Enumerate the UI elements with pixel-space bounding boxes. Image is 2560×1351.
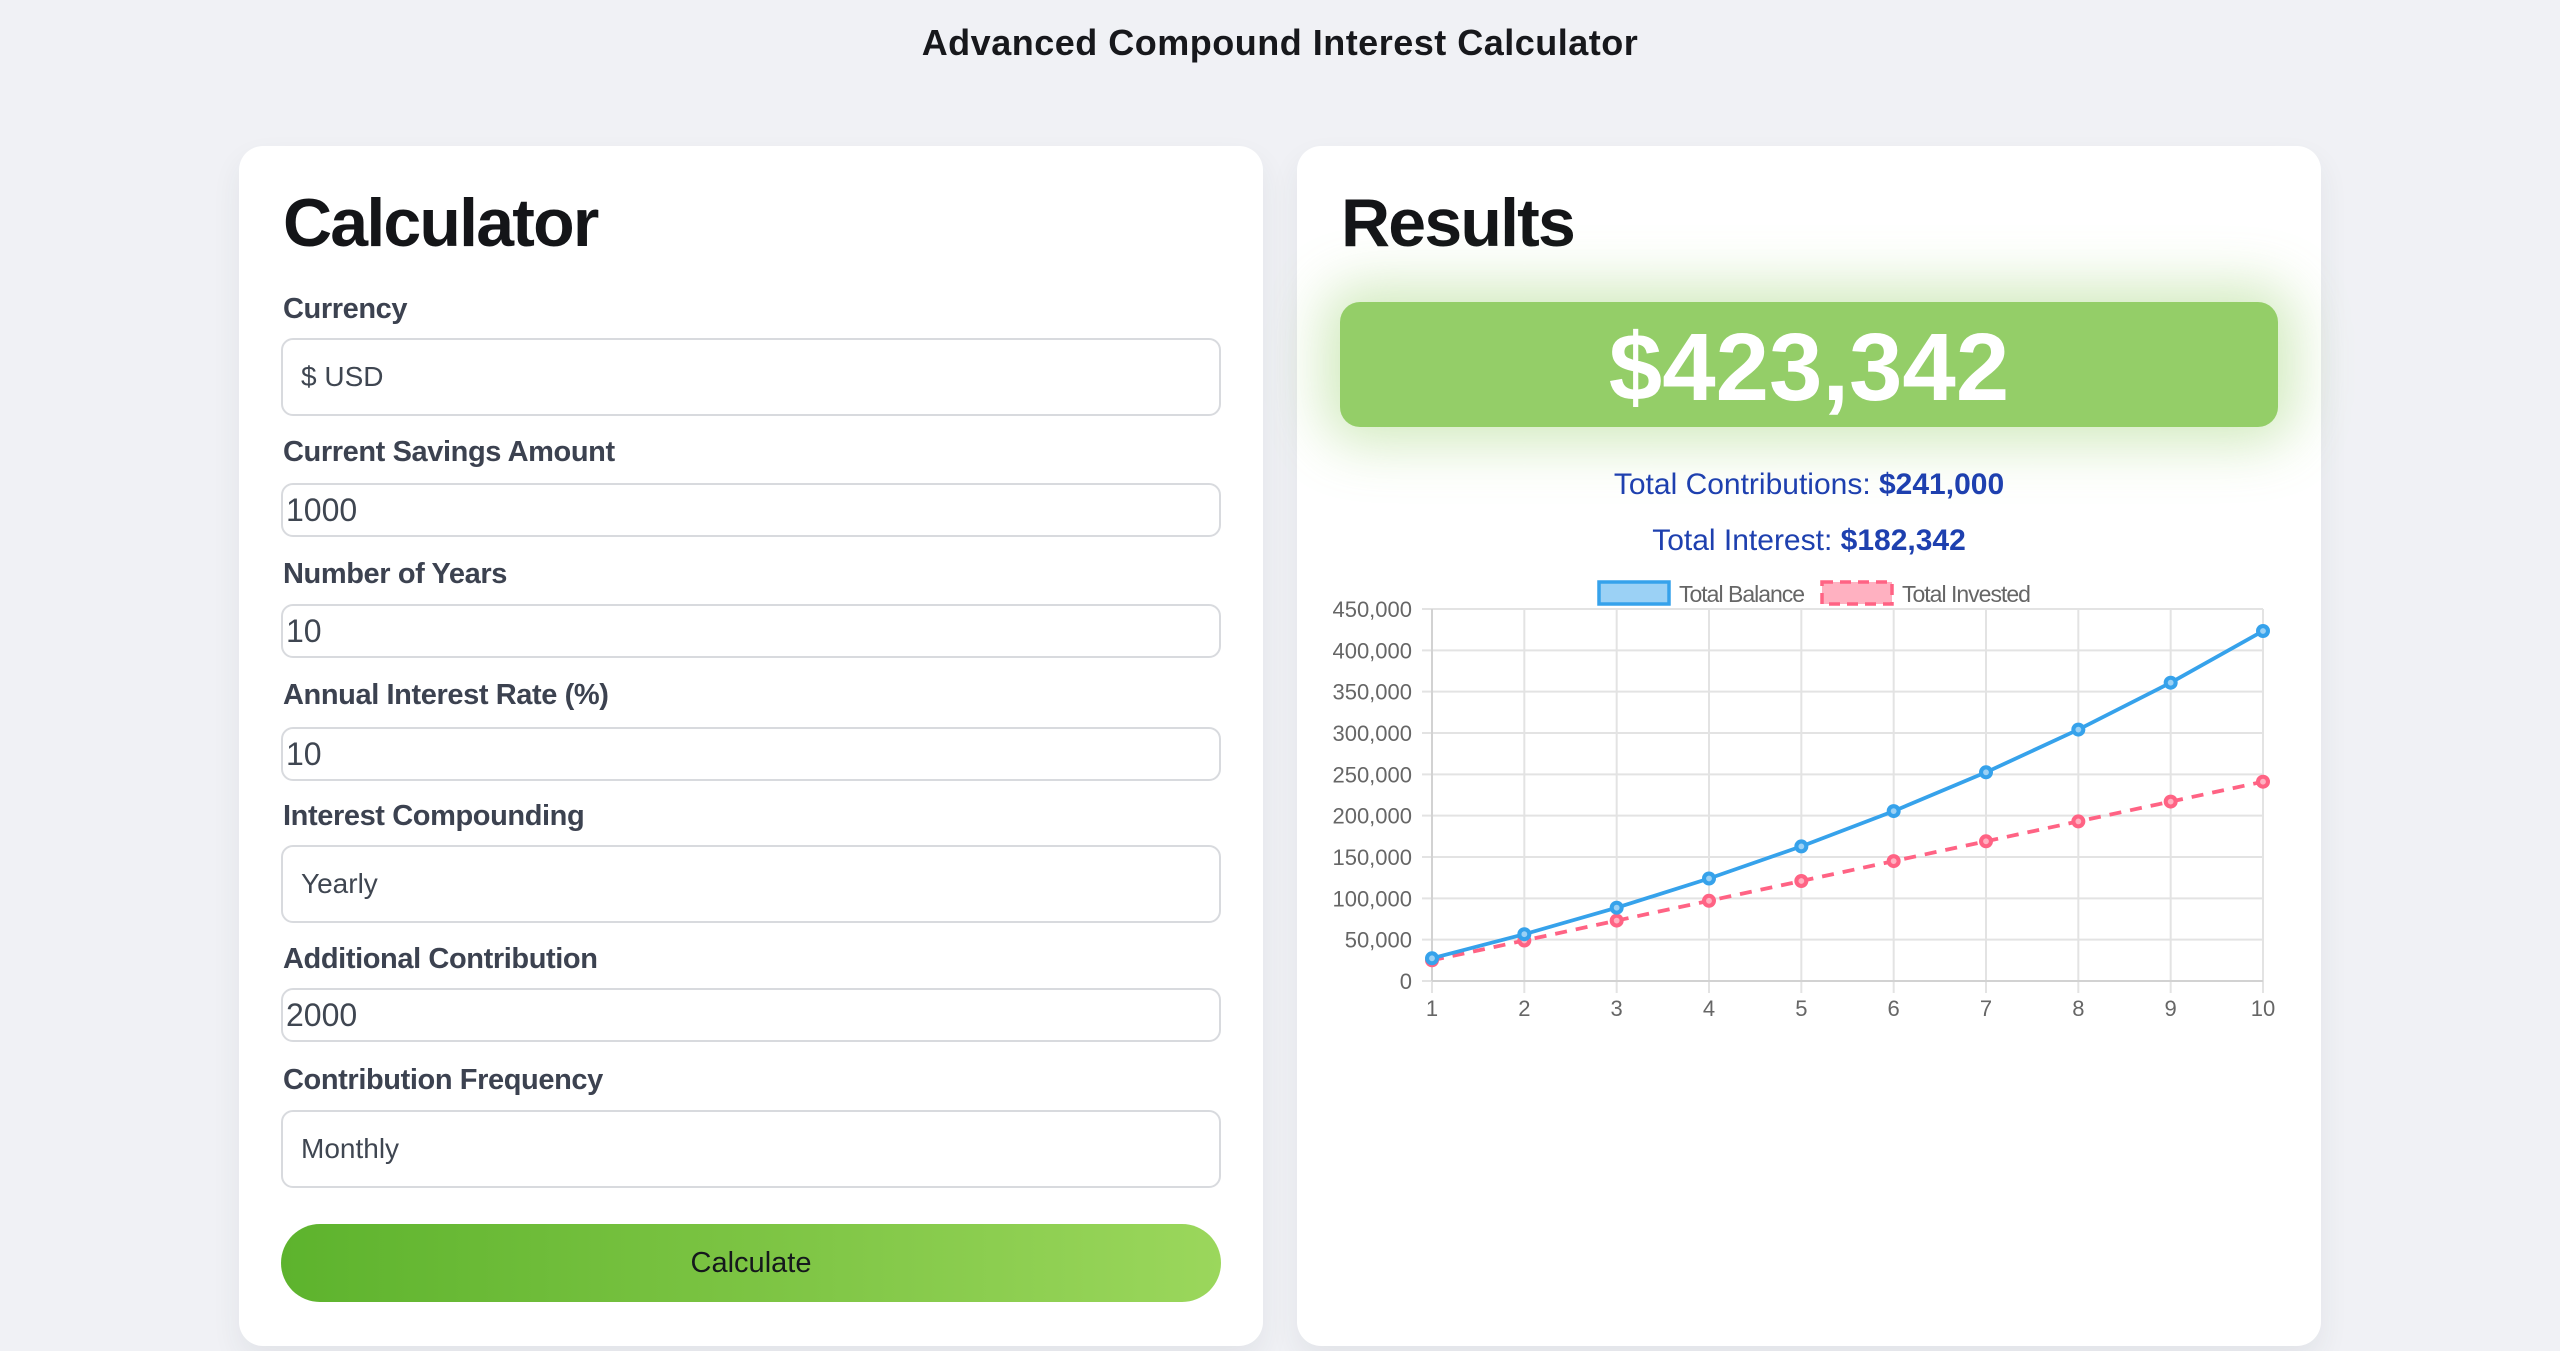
svg-text:Total Invested: Total Invested — [1902, 581, 2030, 607]
svg-text:Total Balance: Total Balance — [1679, 581, 1804, 607]
svg-text:400,000: 400,000 — [1332, 638, 1412, 663]
svg-text:250,000: 250,000 — [1332, 762, 1412, 787]
svg-text:100,000: 100,000 — [1332, 886, 1412, 911]
svg-text:1: 1 — [1426, 996, 1438, 1021]
svg-text:300,000: 300,000 — [1332, 721, 1412, 746]
svg-text:4: 4 — [1703, 996, 1715, 1021]
svg-text:7: 7 — [1980, 996, 1992, 1021]
svg-text:3: 3 — [1611, 996, 1623, 1021]
svg-text:10: 10 — [2251, 996, 2275, 1021]
svg-text:450,000: 450,000 — [1332, 597, 1412, 622]
svg-text:9: 9 — [2165, 996, 2177, 1021]
svg-text:8: 8 — [2072, 996, 2084, 1021]
svg-text:6: 6 — [1888, 996, 1900, 1021]
svg-text:2: 2 — [1518, 996, 1530, 1021]
svg-text:150,000: 150,000 — [1332, 845, 1412, 870]
svg-text:0: 0 — [1400, 969, 1412, 994]
svg-text:200,000: 200,000 — [1332, 804, 1412, 829]
svg-text:350,000: 350,000 — [1332, 680, 1412, 705]
svg-text:50,000: 50,000 — [1345, 928, 1412, 953]
svg-text:5: 5 — [1795, 996, 1807, 1021]
